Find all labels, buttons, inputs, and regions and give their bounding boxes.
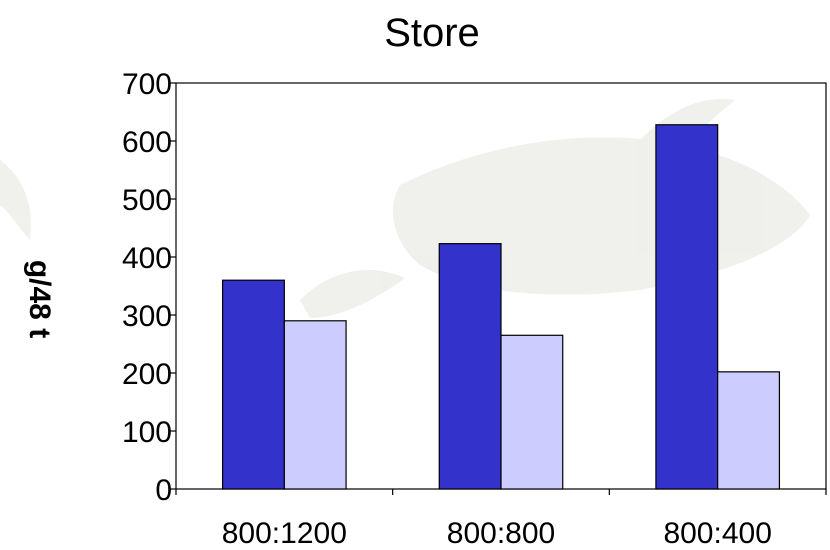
bar [500,334,564,490]
x-axis: 800:1200 800:800 800:400 [175,489,827,550]
y-tick-label: 300 [122,300,172,333]
y-tick-label: 600 [122,126,172,159]
y-tick-label: 100 [122,416,172,449]
y-tick-label: 500 [122,184,172,217]
x-tick-label: 800:1200 [222,517,347,550]
y-axis-label: g/48 t [23,260,56,338]
y-tick-label: 0 [155,474,172,507]
bar [655,124,719,490]
x-tick-label: 800:800 [447,517,555,550]
y-tick-label: 700 [122,68,172,101]
x-tick-label: 800:400 [663,517,771,550]
bar [438,243,502,490]
y-tick-label: 400 [122,242,172,275]
bar [221,279,285,490]
chart-title: Store [384,11,480,55]
bar [717,371,781,490]
bar [283,320,347,490]
y-tick-label: 200 [122,358,172,391]
y-axis: 0 100 200 300 400 500 600 700 [122,68,176,507]
bars [221,124,781,490]
